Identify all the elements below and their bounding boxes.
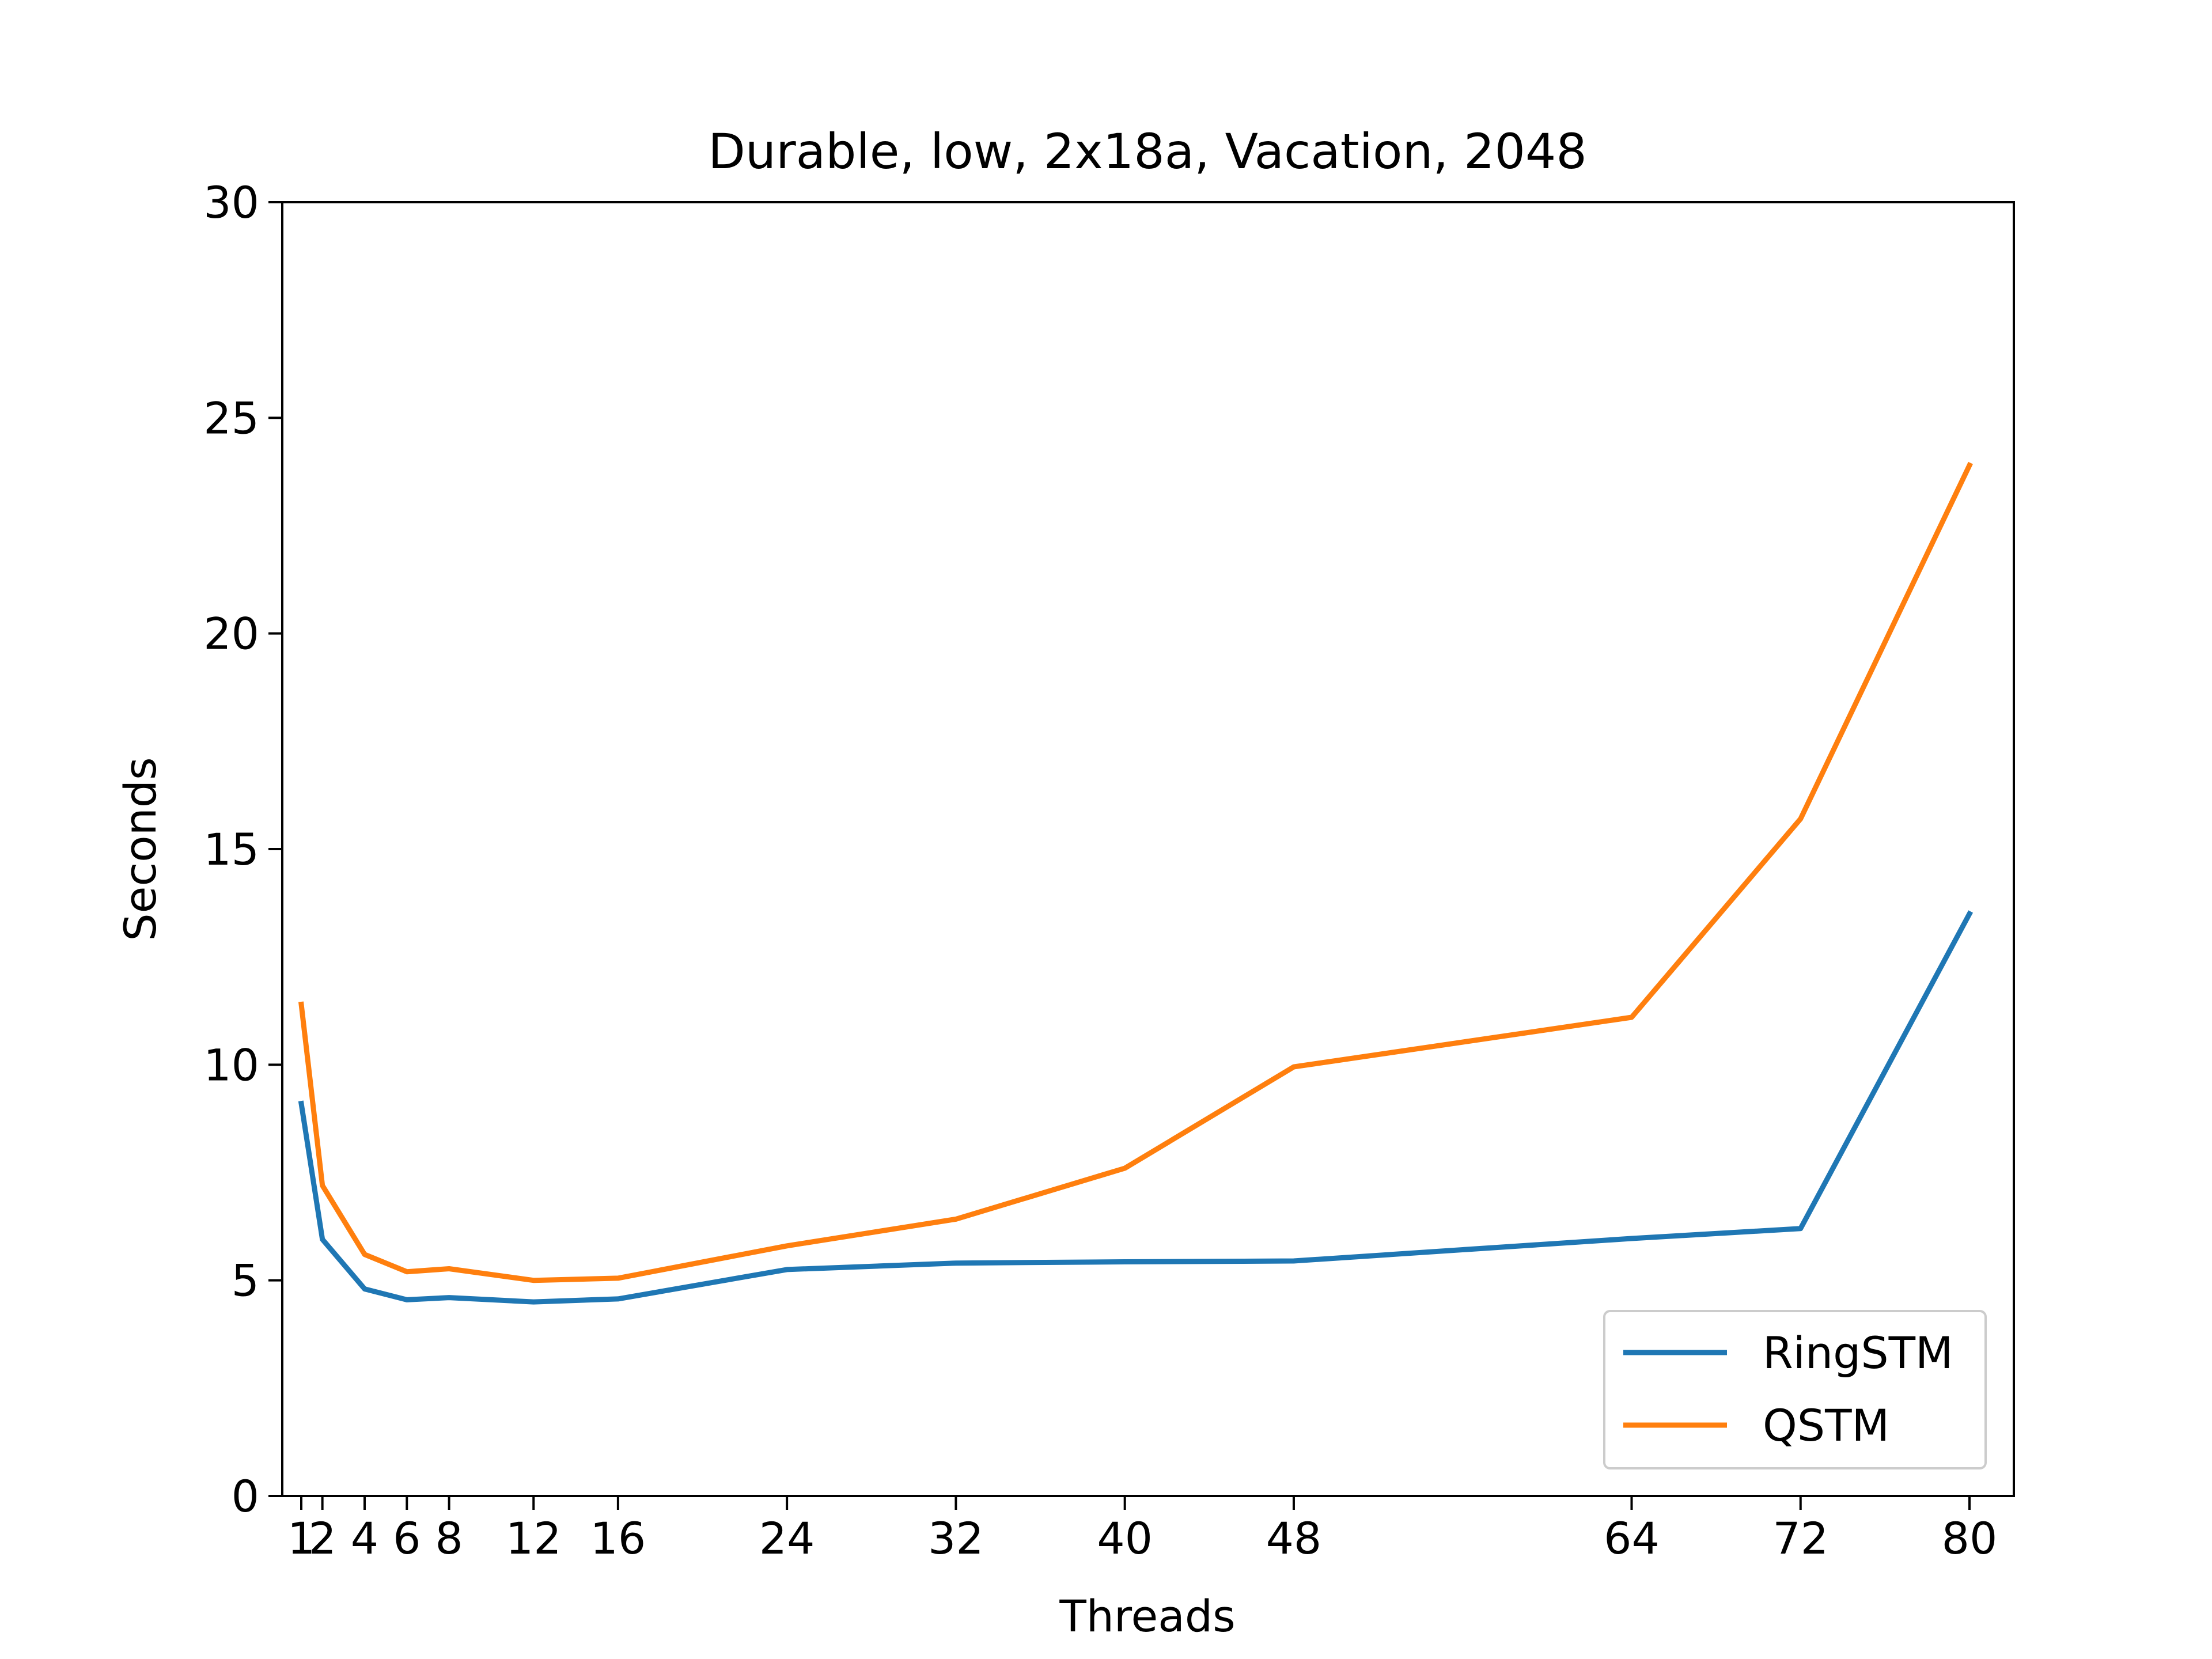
x-tick-label: 40 bbox=[1097, 1513, 1153, 1564]
data-point-qstm bbox=[364, 1254, 365, 1255]
y-tick-label: 20 bbox=[203, 608, 259, 660]
x-tick-label: 24 bbox=[759, 1513, 815, 1564]
x-tick-label: 12 bbox=[506, 1513, 562, 1564]
y-tick-label: 15 bbox=[203, 824, 259, 875]
x-tick-label: 6 bbox=[393, 1513, 421, 1564]
x-tick-label: 72 bbox=[1772, 1513, 1828, 1564]
x-tick-label: 8 bbox=[435, 1513, 463, 1564]
x-axis-ticks: 12 4 6 8 12 16 24 32 40 48 64 72 80 bbox=[287, 1496, 1998, 1564]
data-point-qstm bbox=[533, 1280, 534, 1281]
data-point-ringstm bbox=[1631, 1238, 1632, 1239]
chart-title: Durable, low, 2x18a, Vacation, 2048 bbox=[708, 123, 1587, 180]
legend-label-ringstm: RingSTM bbox=[1763, 1327, 1953, 1378]
x-tick-label: 64 bbox=[1604, 1513, 1660, 1564]
y-tick-label: 10 bbox=[203, 1039, 259, 1090]
x-tick-label: 32 bbox=[928, 1513, 984, 1564]
series-line-qstm bbox=[298, 461, 1974, 1283]
series-line-ringstm bbox=[298, 910, 1974, 1305]
x-axis-label: Threads bbox=[1059, 1590, 1235, 1642]
legend-entries: RingSTM QSTM bbox=[1623, 1327, 1953, 1451]
y-axis-ticks: 0 5 10 15 20 25 30 bbox=[203, 177, 282, 1522]
x-tick-label: 2 bbox=[308, 1513, 336, 1564]
data-point-ringstm bbox=[1800, 1228, 1801, 1229]
x-tick-label: 4 bbox=[351, 1513, 378, 1564]
data-point-ringstm bbox=[1293, 1260, 1294, 1262]
legend: RingSTM QSTM bbox=[1603, 1310, 1987, 1469]
x-tick-label: 16 bbox=[590, 1513, 646, 1564]
y-tick-label: 30 bbox=[203, 177, 259, 228]
x-tick-label: 48 bbox=[1266, 1513, 1322, 1564]
y-axis-label: Seconds bbox=[115, 757, 166, 941]
y-tick-label: 0 bbox=[232, 1471, 259, 1522]
legend-label-qstm: QSTM bbox=[1763, 1400, 1889, 1451]
y-tick-label: 25 bbox=[203, 392, 259, 444]
plot-frame bbox=[281, 201, 2015, 1497]
x-tick-label: 1 bbox=[287, 1513, 315, 1564]
data-point-qstm bbox=[1124, 1168, 1126, 1169]
plot-lines bbox=[298, 461, 1974, 1305]
data-point-ringstm bbox=[322, 1239, 323, 1240]
x-tick-label: 80 bbox=[1942, 1513, 1998, 1564]
y-tick-label: 5 bbox=[232, 1255, 259, 1306]
